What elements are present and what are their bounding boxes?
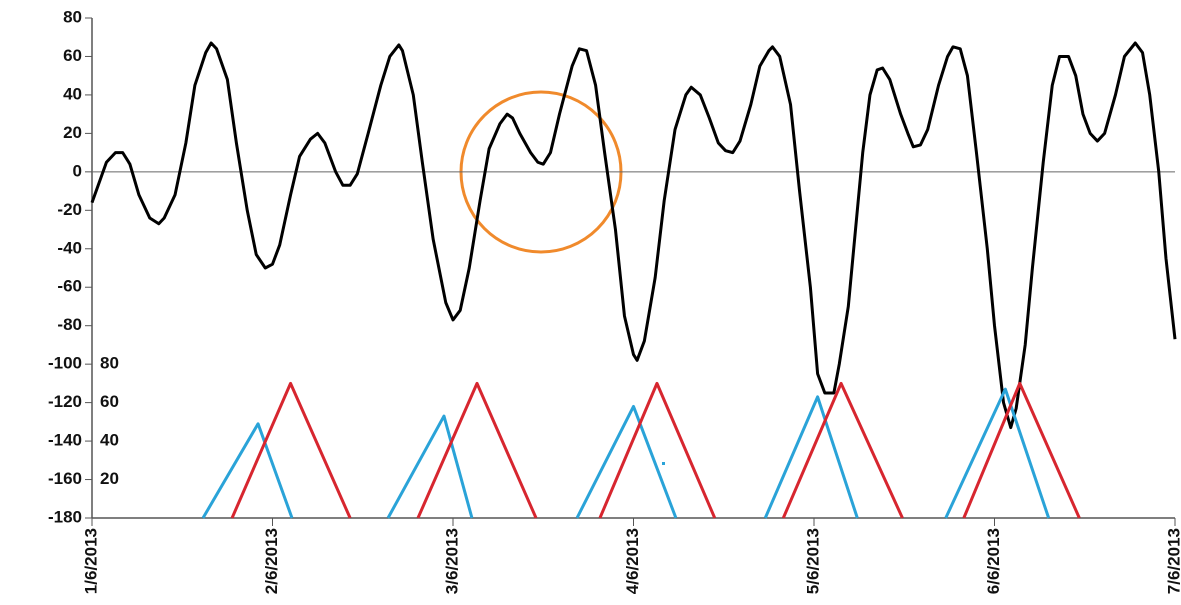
- y-tick-label: -100: [48, 354, 82, 373]
- line-series: [201, 387, 1051, 519]
- y-tick-label: 80: [63, 7, 82, 26]
- y-tick-label: -80: [57, 315, 82, 334]
- y-tick-label: -20: [57, 200, 82, 219]
- y-tick-label: -60: [57, 277, 82, 296]
- y-tick-label: 40: [63, 84, 82, 103]
- line-series: [90, 41, 1177, 430]
- stray-dot: [662, 462, 665, 465]
- y2-tick-label: 40: [100, 431, 119, 450]
- y-tick-label: 20: [63, 123, 82, 142]
- line-series: [230, 381, 1081, 519]
- y2-tick-label: 80: [100, 354, 119, 373]
- y-tick-label: 60: [63, 46, 82, 65]
- x-tick-label: 6/6/2013: [984, 528, 1003, 594]
- x-tick-label: 3/6/2013: [442, 528, 461, 594]
- y-tick-label: -160: [48, 469, 82, 488]
- y-tick-label: -180: [48, 507, 82, 526]
- y-tick-label: -40: [57, 238, 82, 257]
- y-tick-label: -140: [48, 431, 82, 450]
- y2-tick-label: 20: [100, 469, 119, 488]
- x-tick-label: 7/6/2013: [1164, 528, 1181, 594]
- y-tick-label: -120: [48, 392, 82, 411]
- x-tick-label: 4/6/2013: [623, 528, 642, 594]
- x-tick-label: 1/6/2013: [81, 528, 100, 594]
- y2-tick-label: 60: [100, 392, 119, 411]
- y-tick-label: 0: [73, 161, 82, 180]
- x-tick-label: 2/6/2013: [262, 528, 281, 594]
- x-tick-label: 5/6/2013: [803, 528, 822, 594]
